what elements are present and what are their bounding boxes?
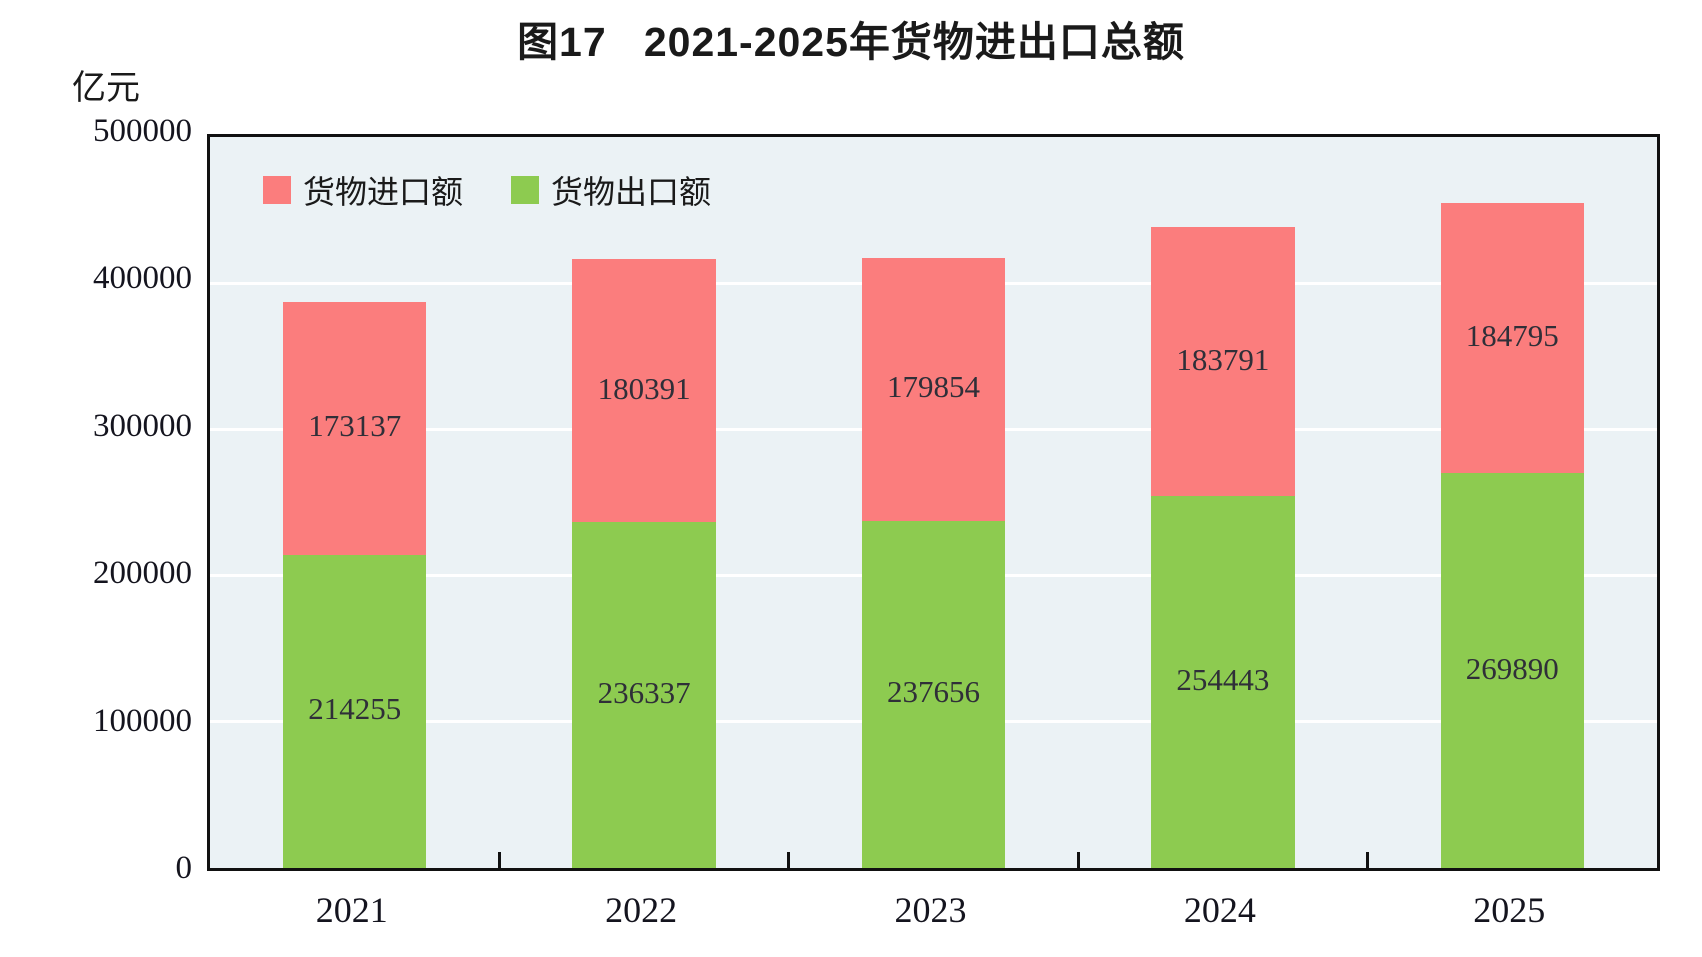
export-bar-segment-2022: 236337 — [572, 522, 716, 868]
export-color-swatch-icon — [511, 176, 540, 204]
export-bar-segment-2024: 254443 — [1151, 496, 1295, 868]
import-bar-segment-2025: 184795 — [1440, 203, 1584, 474]
export-value-label-2025: 269890 — [1465, 650, 1559, 686]
chart-title: 图17 2021-2025年货物进出口总额 — [517, 19, 1185, 65]
import-value-label-2023: 179854 — [886, 369, 980, 405]
plot-area: 214255 173137 236337 180391 237656 179854 2544… — [207, 134, 1660, 871]
x-axis-tick-mark — [787, 852, 791, 868]
export-bar-segment-2023: 237656 — [861, 520, 1006, 868]
import-value-label-2021: 173137 — [308, 408, 402, 444]
legend-item-import: 货物进口额 — [263, 167, 463, 213]
legend: 货物进口额 货物出口额 — [263, 167, 711, 213]
import-bar-segment-2023: 179854 — [861, 257, 1006, 521]
import-color-swatch-icon — [263, 176, 291, 204]
y-tick-label: 0 — [175, 850, 193, 886]
legend-label-export: 货物出口额 — [551, 174, 712, 210]
export-value-label-2022: 236337 — [597, 675, 691, 711]
export-bar-segment-2025: 269890 — [1440, 473, 1584, 868]
x-tick-label-2023: 2023 — [894, 890, 967, 930]
export-value-label-2023: 237656 — [886, 674, 980, 710]
y-axis-unit-label: 亿元 — [72, 69, 140, 107]
x-tick-label-2025: 2025 — [1473, 890, 1546, 930]
import-bar-segment-2022: 180391 — [572, 258, 716, 523]
import-value-label-2025: 184795 — [1465, 318, 1559, 354]
x-tick-label-2022: 2022 — [605, 890, 678, 930]
import-value-label-2024: 183791 — [1176, 341, 1270, 377]
y-tick-label: 500000 — [93, 113, 192, 149]
y-tick-label: 100000 — [93, 702, 192, 739]
export-bar-segment-2021: 214255 — [283, 554, 427, 868]
y-tick-label: 400000 — [93, 260, 192, 297]
import-bar-segment-2021: 173137 — [283, 301, 427, 555]
x-axis-tick-mark — [497, 852, 501, 868]
import-value-label-2022: 180391 — [597, 370, 691, 406]
plot-inner: 214255 173137 236337 180391 237656 179854 2544… — [210, 137, 1657, 868]
legend-item-export: 货物出口额 — [511, 167, 711, 213]
y-tick-label: 200000 — [93, 555, 192, 592]
x-axis-tick-mark — [1366, 852, 1370, 868]
import-bar-segment-2024: 183791 — [1151, 227, 1295, 496]
y-tick-label: 300000 — [93, 407, 192, 444]
x-tick-label-2024: 2024 — [1183, 890, 1256, 930]
export-value-label-2024: 254443 — [1176, 661, 1270, 697]
legend-label-import: 货物进口额 — [303, 174, 464, 210]
x-axis-tick-mark — [1076, 852, 1080, 868]
x-tick-label-2021: 2021 — [315, 890, 388, 930]
export-value-label-2021: 214255 — [308, 691, 402, 727]
